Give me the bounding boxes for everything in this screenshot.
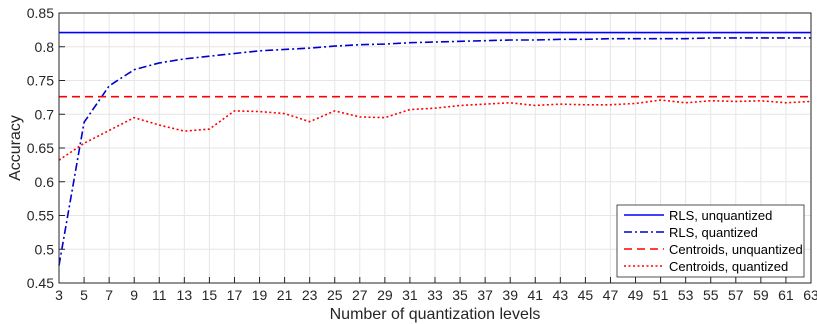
legend-label-3: Centroids, unquantized [669,242,803,257]
y-tick-label: 0.6 [35,174,55,190]
x-tick-label: 61 [778,287,794,303]
series-line-4 [58,99,812,161]
x-axis-label: Number of quantization levels [330,306,541,323]
x-tick-label: 9 [130,287,138,303]
y-tick-label: 0.8 [35,39,55,55]
legend-label-2: RLS, quantized [669,225,758,240]
x-tick-label: 47 [603,287,619,303]
x-tick-label: 35 [452,287,468,303]
x-tick-label: 29 [377,287,393,303]
y-tick-label: 0.65 [27,140,54,156]
legend-label-4: Centroids, quantized [669,259,788,274]
x-tick-label: 41 [527,287,543,303]
y-axis-label: Accuracy [7,115,24,181]
legend-label-1: RLS, unquantized [669,208,772,223]
x-tick-label: 53 [678,287,694,303]
grid [58,12,812,284]
x-tick-label: 15 [202,287,218,303]
x-tick-label: 33 [427,287,443,303]
x-tick-label: 63 [803,287,817,303]
legend-box [616,204,805,278]
y-tick-label: 0.85 [27,5,54,21]
x-tick-label: 37 [477,287,493,303]
x-tick-label: 43 [553,287,569,303]
x-tick-label: 11 [152,287,167,303]
x-tick-label: 59 [753,287,769,303]
y-tick-labels: 0.45 0.5 0.55 0.6 0.65 0.7 0.75 0.8 0.85 [27,5,54,291]
x-tick-label: 7 [105,287,113,303]
y-tick-label: 0.7 [35,106,55,122]
x-tick-label: 13 [177,287,193,303]
y-tick-label: 0.55 [27,208,54,224]
series-line-2 [58,37,811,266]
y-tick-label: 0.5 [35,241,55,257]
x-tick-label: 17 [227,287,243,303]
x-tick-label: 23 [302,287,318,303]
series-layer [58,31,812,266]
x-tick-label: 3 [55,287,63,303]
y-tick-label: 0.45 [27,275,54,291]
x-tick-label: 57 [728,287,744,303]
x-tick-label: 19 [252,287,268,303]
x-tick-label: 49 [628,287,644,303]
x-tick-label: 27 [352,287,368,303]
x-tick-label: 45 [578,287,594,303]
x-tick-label: 51 [653,287,669,303]
x-tick-label: 5 [80,287,88,303]
x-tick-label: 55 [703,287,719,303]
x-tick-labels: 3 5 7 9 11 13 15 17 19 21 23 25 27 29 31 33 35 37 39 41 43 45… [55,287,817,303]
x-tick-label: 25 [327,287,343,303]
x-tick-label: 21 [277,287,293,303]
tick-marks [58,12,812,284]
y-tick-label: 0.75 [27,73,54,89]
legend: RLS, unquantized RLS, quantized Centroids,… [616,204,805,278]
x-tick-label: 39 [502,287,518,303]
x-tick-label: 31 [402,287,418,303]
